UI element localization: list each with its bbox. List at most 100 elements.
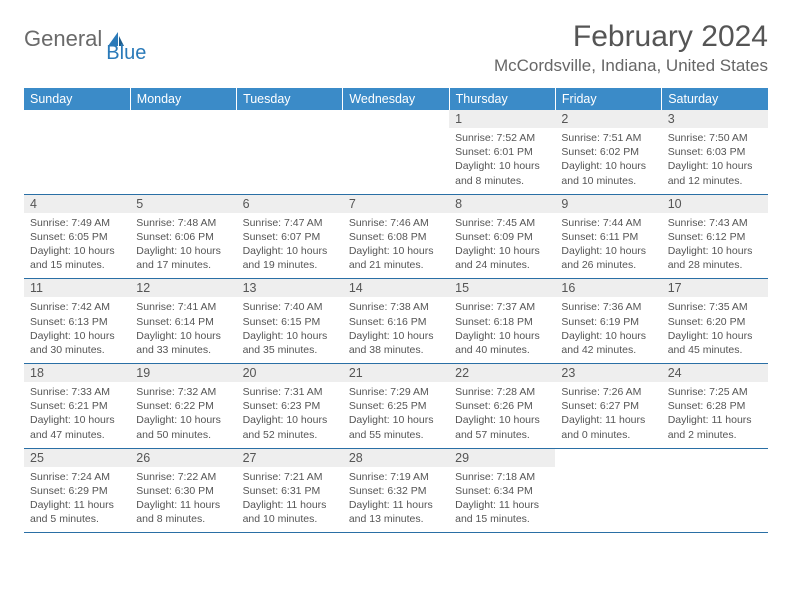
sunrise-text: Sunrise: 7:47 AM (243, 216, 337, 230)
sunrise-text: Sunrise: 7:41 AM (136, 300, 230, 314)
sunset-text: Sunset: 6:18 PM (455, 315, 549, 329)
daylight-text: Daylight: 10 hours and 55 minutes. (349, 413, 443, 441)
page-header: General Blue February 2024 McCordsville,… (24, 20, 768, 76)
weekday-header: Sunday (24, 88, 130, 110)
sunrise-text: Sunrise: 7:22 AM (136, 470, 230, 484)
logo: General Blue (24, 20, 168, 52)
weekday-header: Tuesday (237, 88, 343, 110)
daylight-text: Daylight: 11 hours and 0 minutes. (561, 413, 655, 441)
daylight-text: Daylight: 10 hours and 57 minutes. (455, 413, 549, 441)
day-number-cell: 22 (449, 364, 555, 383)
daylight-text: Daylight: 10 hours and 28 minutes. (668, 244, 762, 272)
sunset-text: Sunset: 6:26 PM (455, 399, 549, 413)
sunrise-text: Sunrise: 7:45 AM (455, 216, 549, 230)
day-content-cell: Sunrise: 7:22 AMSunset: 6:30 PMDaylight:… (130, 467, 236, 533)
sunset-text: Sunset: 6:27 PM (561, 399, 655, 413)
sunset-text: Sunset: 6:22 PM (136, 399, 230, 413)
weekday-header: Thursday (449, 88, 555, 110)
daylight-text: Daylight: 11 hours and 10 minutes. (243, 498, 337, 526)
day-content-cell: Sunrise: 7:24 AMSunset: 6:29 PMDaylight:… (24, 467, 130, 533)
sunset-text: Sunset: 6:13 PM (30, 315, 124, 329)
sunset-text: Sunset: 6:19 PM (561, 315, 655, 329)
day-number-row: 2526272829 (24, 448, 768, 467)
day-content-cell: Sunrise: 7:50 AMSunset: 6:03 PMDaylight:… (662, 128, 768, 194)
day-number-cell: 13 (237, 279, 343, 298)
sunrise-text: Sunrise: 7:44 AM (561, 216, 655, 230)
title-block: February 2024 McCordsville, Indiana, Uni… (494, 20, 768, 76)
weekday-header: Saturday (662, 88, 768, 110)
day-number-cell: 20 (237, 364, 343, 383)
day-content-cell: Sunrise: 7:19 AMSunset: 6:32 PMDaylight:… (343, 467, 449, 533)
day-number-cell: 5 (130, 194, 236, 213)
day-number-row: 18192021222324 (24, 364, 768, 383)
day-content-cell (662, 467, 768, 533)
day-number-cell: 6 (237, 194, 343, 213)
day-content-cell: Sunrise: 7:41 AMSunset: 6:14 PMDaylight:… (130, 297, 236, 363)
day-content-cell (24, 128, 130, 194)
day-number-cell: 1 (449, 110, 555, 128)
sunset-text: Sunset: 6:03 PM (668, 145, 762, 159)
weekday-header: Friday (555, 88, 661, 110)
sunrise-text: Sunrise: 7:48 AM (136, 216, 230, 230)
sunrise-text: Sunrise: 7:28 AM (455, 385, 549, 399)
daylight-text: Daylight: 11 hours and 15 minutes. (455, 498, 549, 526)
day-content-cell: Sunrise: 7:38 AMSunset: 6:16 PMDaylight:… (343, 297, 449, 363)
sunset-text: Sunset: 6:05 PM (30, 230, 124, 244)
day-content-cell: Sunrise: 7:48 AMSunset: 6:06 PMDaylight:… (130, 213, 236, 279)
day-content-cell: Sunrise: 7:36 AMSunset: 6:19 PMDaylight:… (555, 297, 661, 363)
day-number-cell (662, 448, 768, 467)
day-content-row: Sunrise: 7:42 AMSunset: 6:13 PMDaylight:… (24, 297, 768, 363)
sunset-text: Sunset: 6:16 PM (349, 315, 443, 329)
sunset-text: Sunset: 6:08 PM (349, 230, 443, 244)
day-number-row: 45678910 (24, 194, 768, 213)
day-number-cell: 27 (237, 448, 343, 467)
day-number-cell: 25 (24, 448, 130, 467)
day-content-cell: Sunrise: 7:52 AMSunset: 6:01 PMDaylight:… (449, 128, 555, 194)
calendar-page: General Blue February 2024 McCordsville,… (0, 0, 792, 553)
sunrise-text: Sunrise: 7:37 AM (455, 300, 549, 314)
day-number-cell (343, 110, 449, 128)
sunrise-text: Sunrise: 7:49 AM (30, 216, 124, 230)
sunrise-text: Sunrise: 7:35 AM (668, 300, 762, 314)
day-content-row: Sunrise: 7:52 AMSunset: 6:01 PMDaylight:… (24, 128, 768, 194)
sunrise-text: Sunrise: 7:52 AM (455, 131, 549, 145)
day-number-cell: 10 (662, 194, 768, 213)
day-number-cell: 2 (555, 110, 661, 128)
daylight-text: Daylight: 11 hours and 5 minutes. (30, 498, 124, 526)
day-number-cell (237, 110, 343, 128)
sunset-text: Sunset: 6:25 PM (349, 399, 443, 413)
day-content-cell: Sunrise: 7:47 AMSunset: 6:07 PMDaylight:… (237, 213, 343, 279)
sunset-text: Sunset: 6:21 PM (30, 399, 124, 413)
calendar-header-row: SundayMondayTuesdayWednesdayThursdayFrid… (24, 88, 768, 110)
sunset-text: Sunset: 6:12 PM (668, 230, 762, 244)
day-content-cell: Sunrise: 7:45 AMSunset: 6:09 PMDaylight:… (449, 213, 555, 279)
sunrise-text: Sunrise: 7:29 AM (349, 385, 443, 399)
day-content-row: Sunrise: 7:49 AMSunset: 6:05 PM Daylight:… (24, 213, 768, 279)
day-content-cell: Sunrise: 7:31 AMSunset: 6:23 PMDaylight:… (237, 382, 343, 448)
day-content-cell: Sunrise: 7:33 AMSunset: 6:21 PMDaylight:… (24, 382, 130, 448)
day-number-cell: 16 (555, 279, 661, 298)
weekday-header: Wednesday (343, 88, 449, 110)
day-number-cell: 12 (130, 279, 236, 298)
day-number-cell: 11 (24, 279, 130, 298)
sunrise-text: Sunrise: 7:21 AM (243, 470, 337, 484)
day-number-cell: 4 (24, 194, 130, 213)
logo-text-1: General (24, 26, 102, 52)
day-content-cell: Sunrise: 7:46 AMSunset: 6:08 PMDaylight:… (343, 213, 449, 279)
daylight-text: Daylight: 10 hours and 21 minutes. (349, 244, 443, 272)
sunset-text: Sunset: 6:29 PM (30, 484, 124, 498)
day-content-cell: Sunrise: 7:51 AMSunset: 6:02 PMDaylight:… (555, 128, 661, 194)
sunset-text: Sunset: 6:32 PM (349, 484, 443, 498)
day-content-cell: Sunrise: 7:21 AMSunset: 6:31 PMDaylight:… (237, 467, 343, 533)
day-number-cell: 9 (555, 194, 661, 213)
sunrise-text: Sunrise: 7:36 AM (561, 300, 655, 314)
sunset-text: Sunset: 6:31 PM (243, 484, 337, 498)
day-number-cell: 26 (130, 448, 236, 467)
sunrise-text: Sunrise: 7:18 AM (455, 470, 549, 484)
day-number-cell: 23 (555, 364, 661, 383)
day-content-cell: Sunrise: 7:40 AMSunset: 6:15 PMDaylight:… (237, 297, 343, 363)
sunset-text: Sunset: 6:09 PM (455, 230, 549, 244)
day-content-cell: Sunrise: 7:29 AMSunset: 6:25 PMDaylight:… (343, 382, 449, 448)
sunrise-text: Sunrise: 7:31 AM (243, 385, 337, 399)
sunrise-text: Sunrise: 7:50 AM (668, 131, 762, 145)
